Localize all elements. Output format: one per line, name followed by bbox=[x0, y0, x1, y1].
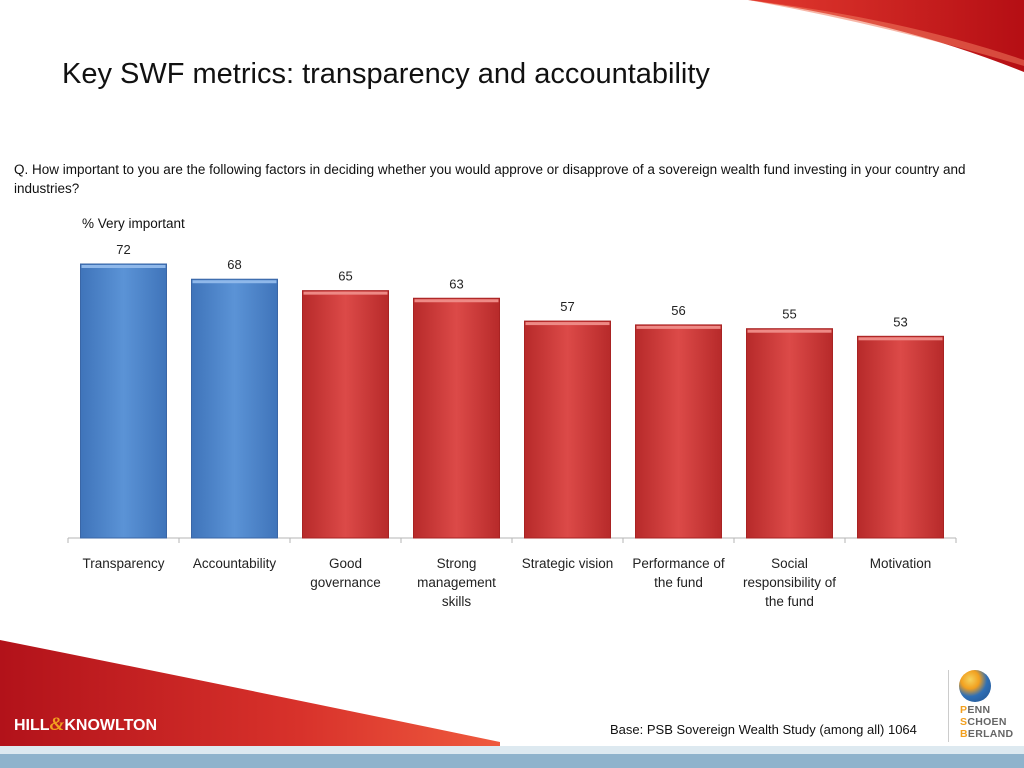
bar-top-highlight bbox=[303, 291, 388, 295]
bar-top-highlight bbox=[525, 322, 610, 326]
bar-top-highlight bbox=[747, 329, 832, 333]
top-right-swoosh bbox=[748, 0, 1024, 72]
bar-good-governance bbox=[302, 290, 389, 539]
category-label-line: skills bbox=[441, 594, 472, 609]
slide-title: Key SWF metrics: transparency and accoun… bbox=[62, 58, 710, 90]
psb-line: PENN bbox=[960, 704, 991, 716]
bar-transparency bbox=[80, 263, 167, 539]
data-label: 72 bbox=[116, 242, 130, 257]
footer-stripe-light bbox=[0, 746, 1024, 754]
bar-top-highlight bbox=[636, 325, 721, 329]
psb-logo-text: PENN SCHOEN BERLAND bbox=[960, 704, 1013, 740]
bar-strategic-vision bbox=[524, 320, 611, 539]
data-label: 68 bbox=[227, 257, 241, 272]
category-label-line: Transparency bbox=[82, 556, 165, 571]
psb-logo: PENN SCHOEN BERLAND bbox=[948, 670, 1024, 742]
base-note: Base: PSB Sovereign Wealth Study (among … bbox=[610, 722, 917, 737]
bottom-left-swoosh bbox=[0, 640, 500, 746]
survey-question: Q. How important to you are the followin… bbox=[14, 162, 966, 196]
logo-text-knowlton: KNOWLTON bbox=[64, 717, 158, 734]
bar-accountability bbox=[191, 278, 278, 539]
category-label: Performance of the fund bbox=[625, 554, 733, 592]
bar-performance-of-the-fund bbox=[635, 324, 722, 539]
category-label: Social responsibility of the fund bbox=[736, 554, 844, 611]
category-label: Strong management skills bbox=[403, 554, 511, 611]
category-label-line: Strong bbox=[436, 556, 477, 571]
category-label-line: Accountability bbox=[192, 556, 277, 571]
bar-top-highlight bbox=[81, 265, 166, 268]
category-label: Motivation bbox=[847, 554, 955, 573]
category-label: Good governance bbox=[292, 554, 400, 592]
category-label-line: responsibility of bbox=[742, 575, 837, 590]
category-label-line: management bbox=[417, 575, 496, 590]
data-label: 63 bbox=[449, 276, 463, 291]
category-label-line: Performance of bbox=[632, 556, 725, 571]
category-label-line: Social bbox=[771, 556, 808, 571]
bar-strong-management-skills bbox=[413, 297, 500, 539]
psb-line: BERLAND bbox=[960, 728, 1014, 740]
category-label-line: Strategic vision bbox=[521, 556, 614, 571]
category-label-line: the fund bbox=[654, 575, 703, 590]
logo-ampersand: & bbox=[49, 714, 65, 735]
category-label-line: the fund bbox=[765, 594, 814, 609]
category-label-line: Motivation bbox=[869, 556, 932, 571]
psb-line: SCHOEN bbox=[960, 716, 1007, 728]
logo-divider bbox=[948, 670, 949, 742]
bar-top-highlight bbox=[414, 299, 499, 303]
data-label: 55 bbox=[782, 307, 796, 322]
logo-text-hill: HILL bbox=[14, 717, 50, 734]
category-label: Transparency bbox=[70, 554, 178, 573]
bar-top-highlight bbox=[192, 280, 277, 284]
category-label: Strategic vision bbox=[514, 554, 622, 573]
globe-icon bbox=[959, 670, 991, 702]
footer-stripe bbox=[0, 754, 1024, 768]
data-label: 53 bbox=[893, 314, 907, 329]
bar-motivation bbox=[857, 335, 944, 539]
category-label-line: Good bbox=[328, 556, 363, 571]
data-label: 57 bbox=[560, 299, 574, 314]
category-label-line: governance bbox=[310, 575, 381, 590]
bar-social-responsibility-of-the-fund bbox=[746, 328, 833, 539]
category-label: Accountability bbox=[181, 554, 289, 573]
data-label: 65 bbox=[338, 269, 352, 284]
hill-knowlton-logo: HILL&KNOWLTON bbox=[14, 714, 157, 736]
bar-top-highlight bbox=[858, 337, 943, 341]
y-axis-label: % Very important bbox=[82, 216, 185, 231]
data-label: 56 bbox=[671, 303, 685, 318]
